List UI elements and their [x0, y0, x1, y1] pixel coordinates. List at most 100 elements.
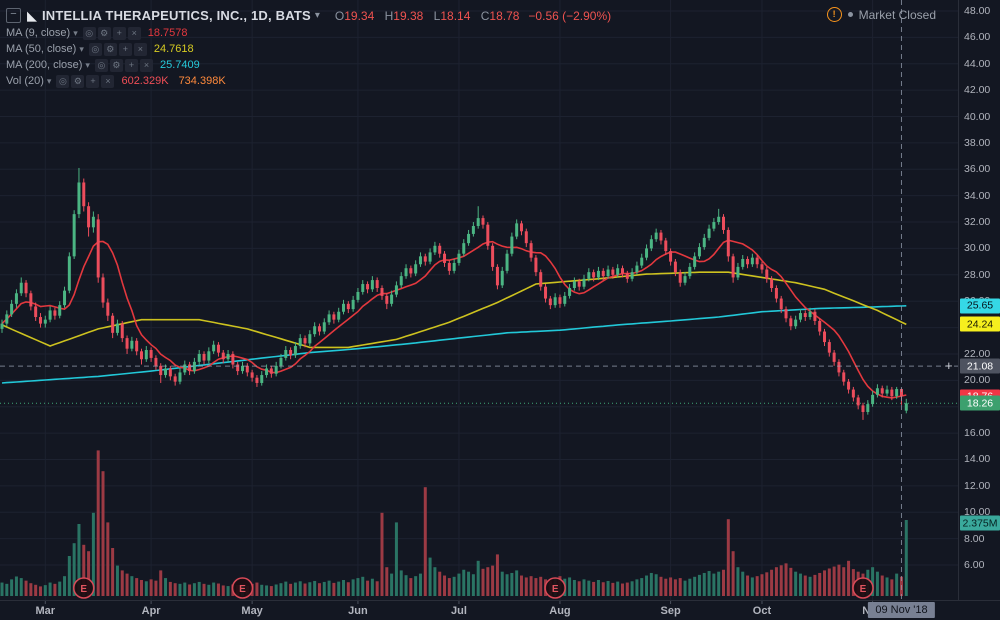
- time-axis[interactable]: [0, 600, 1000, 620]
- market-status-text[interactable]: Market Closed: [858, 7, 936, 22]
- price-tick-label: 42.00: [964, 84, 991, 97]
- close-icon[interactable]: ×: [101, 74, 115, 88]
- low-label: L: [433, 8, 441, 23]
- earnings-icon: E: [239, 584, 246, 595]
- gear-icon[interactable]: ⚙: [71, 74, 85, 88]
- price-tick-label: 6.00: [964, 559, 985, 571]
- add-icon[interactable]: +: [124, 58, 138, 72]
- month-label: Mar: [36, 605, 56, 617]
- chevron-down-icon[interactable]: ▾: [314, 10, 320, 21]
- indicator-buttons: ◎ ⚙ + ×: [56, 74, 115, 88]
- price-tick-label: 40.00: [964, 110, 991, 123]
- month-label: May: [241, 605, 263, 617]
- indicator-row-ma50: MA (50, close) ▾ ◎ ⚙ + × 24.7618: [6, 41, 611, 57]
- collapse-legend-icon[interactable]: −: [6, 8, 21, 23]
- chevron-down-icon[interactable]: ▾: [73, 27, 78, 38]
- data-problem-icon[interactable]: !: [826, 7, 842, 22]
- indicator-value: 24.7618: [153, 43, 194, 55]
- ma50-line: [1, 271, 907, 349]
- volume-badge: 2.375M: [960, 515, 1000, 531]
- change-value: −0.56 (−2.90%): [528, 8, 612, 23]
- level-badge: 18.26: [960, 395, 1000, 411]
- indicator-label[interactable]: MA (50, close): [6, 43, 77, 55]
- price-tick-label: 38.00: [964, 136, 991, 149]
- crosshair-plus-icon: +: [945, 357, 953, 373]
- earnings-icon: E: [552, 584, 559, 595]
- indicator-row-ma9: MA (9, close) ▾ ◎ ⚙ + × 18.7578: [6, 25, 611, 41]
- grid-lines: [0, 0, 958, 600]
- add-icon[interactable]: +: [86, 74, 100, 88]
- price-tick-label: 30.00: [964, 242, 991, 255]
- price-tick-label: 46.00: [964, 31, 991, 44]
- close-icon[interactable]: ×: [139, 58, 153, 72]
- gear-icon[interactable]: ⚙: [109, 58, 123, 72]
- month-label: Jul: [451, 605, 467, 617]
- earnings-icon: E: [80, 584, 87, 595]
- eye-icon[interactable]: ◎: [56, 74, 70, 88]
- candlestick-series: [0, 167, 908, 420]
- price-tick-label: 20.00: [964, 374, 991, 387]
- indicator-row-ma200: MA (200, close) ▾ ◎ ⚙ + × 25.7409: [6, 57, 611, 73]
- price-tick-label: 16.00: [964, 427, 991, 440]
- eye-icon[interactable]: ◎: [82, 26, 96, 40]
- price-tick-label: 22.00: [964, 347, 991, 360]
- symbol-header: − ◣ INTELLIA THERAPEUTICS, INC., 1D, BAT…: [6, 6, 611, 25]
- market-status-dot-icon: [847, 12, 853, 17]
- price-tick-label: 12.00: [964, 479, 991, 492]
- high-value: 19.38: [393, 8, 424, 23]
- month-label: Apr: [142, 605, 162, 617]
- volume-value: 602.329K: [121, 75, 169, 87]
- price-tick-label: 8.00: [964, 532, 985, 545]
- volume-ma-value: 734.398K: [178, 75, 226, 87]
- market-status: ! Market Closed: [826, 7, 936, 22]
- indicator-row-volume: Vol (20) ▾ ◎ ⚙ + × 602.329K 734.398K: [6, 73, 611, 89]
- chevron-down-icon[interactable]: ▾: [85, 59, 90, 70]
- price-tick-label: 14.00: [964, 453, 991, 466]
- gear-icon[interactable]: ⚙: [97, 26, 111, 40]
- crosshair: [0, 0, 958, 600]
- indicator-buttons: ◎ ⚙ + ×: [88, 42, 147, 56]
- price-tick-label: 32.00: [964, 216, 991, 229]
- indicator-buttons: ◎ ⚙ + ×: [82, 26, 141, 40]
- chevron-down-icon[interactable]: ▾: [46, 75, 52, 86]
- indicator-label[interactable]: MA (200, close): [6, 59, 83, 71]
- ma200-line: [1, 305, 907, 384]
- price-tick-label: 36.00: [964, 163, 991, 176]
- close-icon[interactable]: ×: [127, 26, 141, 40]
- add-icon[interactable]: +: [118, 42, 132, 56]
- price-tick-label: 34.00: [964, 189, 991, 202]
- indicator-label[interactable]: MA (9, close): [6, 27, 71, 39]
- month-label: Oct: [753, 605, 772, 617]
- price-tick-label: 44.00: [964, 57, 991, 70]
- close-value: 18.78: [489, 8, 520, 23]
- close-icon[interactable]: ×: [133, 42, 147, 56]
- indicator-label[interactable]: Vol (20): [6, 75, 44, 87]
- price-axis[interactable]: 6.008.0010.0012.0014.0016.0018.0020.0022…: [945, 0, 1000, 600]
- open-label: O: [334, 8, 345, 23]
- price-tick-label: 10.00: [964, 506, 991, 519]
- month-label: Sep: [660, 605, 680, 617]
- symbol-title[interactable]: INTELLIA THERAPEUTICS, INC., 1D, BATS: [42, 8, 311, 23]
- gear-icon[interactable]: ⚙: [103, 42, 117, 56]
- eye-icon[interactable]: ◎: [88, 42, 102, 56]
- ohlc-values: O19.34 H19.38 L18.14 C18.78: [328, 9, 520, 23]
- add-icon[interactable]: +: [112, 26, 126, 40]
- volume-bars: [0, 450, 908, 596]
- low-value: 18.14: [440, 8, 471, 23]
- indicator-buttons: ◎ ⚙ + ×: [94, 58, 153, 72]
- chevron-down-icon[interactable]: ▾: [79, 43, 84, 54]
- price-tick-label: 28.00: [964, 268, 991, 281]
- ma50-badge: 24.24: [960, 316, 1000, 332]
- chart-legend: − ◣ INTELLIA THERAPEUTICS, INC., 1D, BAT…: [6, 6, 611, 89]
- close-label: C: [480, 8, 490, 23]
- eye-icon[interactable]: ◎: [94, 58, 108, 72]
- crosshair-badge: 21.08: [960, 358, 1000, 374]
- price-tick-label: 48.00: [964, 5, 991, 17]
- high-label: H: [384, 8, 394, 23]
- month-label: Jun: [348, 605, 368, 617]
- symbol-logo-icon: ◣: [27, 7, 37, 23]
- open-value: 19.34: [344, 8, 375, 23]
